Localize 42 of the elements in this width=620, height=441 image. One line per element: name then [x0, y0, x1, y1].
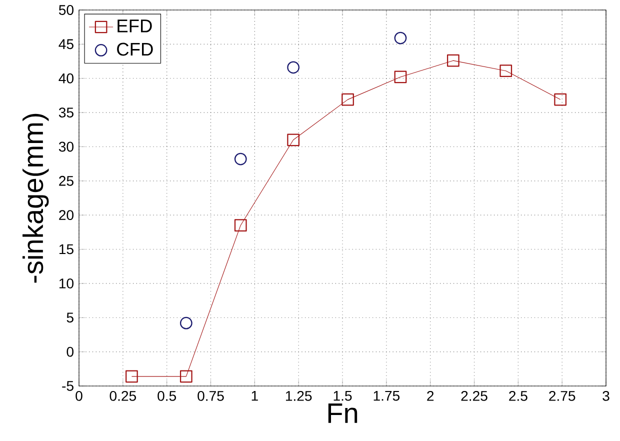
y-tick-label: 0 — [66, 346, 74, 357]
point — [126, 370, 138, 383]
x-tick-label: 1.75 — [374, 390, 400, 401]
point — [287, 134, 300, 146]
y-tick-label: 25 — [59, 176, 74, 186]
x-tick-label: 1.5 — [334, 390, 352, 401]
x-tick-label: 3 — [602, 390, 610, 401]
legend-label: CFD — [117, 42, 153, 56]
x-tick-label: 2 — [427, 390, 434, 401]
y-tick-label: -5 — [62, 381, 74, 391]
y-tick-label: 45 — [58, 39, 74, 50]
y-tick-label: 40 — [58, 73, 74, 84]
point — [234, 219, 247, 232]
point — [180, 316, 192, 330]
legend-label: EFD — [118, 20, 152, 32]
x-tick-label: 0 — [76, 390, 82, 401]
x-tick-label: 2.25 — [461, 390, 488, 401]
y-tick-label: 20 — [59, 210, 74, 220]
point — [234, 152, 247, 166]
x-axis-title: Fn — [328, 404, 358, 423]
x-tick-label: 0.5 — [158, 390, 176, 401]
y-tick-label: 30 — [58, 142, 74, 152]
point — [554, 93, 567, 106]
x-tick-label: 0.75 — [198, 390, 224, 401]
point — [394, 32, 407, 44]
x-tick-label: 1.25 — [286, 390, 312, 401]
y-tick-label: 50 — [58, 5, 74, 15]
point — [394, 70, 407, 84]
point — [342, 93, 354, 106]
x-tick-label: 2.5 — [509, 390, 528, 401]
point — [287, 61, 300, 74]
y-tick-label: 5 — [66, 312, 74, 323]
y-tick-label: 15 — [59, 244, 74, 254]
point — [446, 54, 460, 67]
y-tick-label: 35 — [58, 108, 74, 118]
y-tick-label: 10 — [59, 278, 74, 288]
x-tick-label: 1 — [252, 390, 258, 401]
x-tick-label: 2.75 — [549, 390, 576, 401]
point — [500, 64, 512, 78]
x-tick-label: 0.25 — [110, 390, 136, 401]
y-axis-title: -sinkage(mm) — [22, 114, 49, 283]
point — [180, 370, 192, 383]
